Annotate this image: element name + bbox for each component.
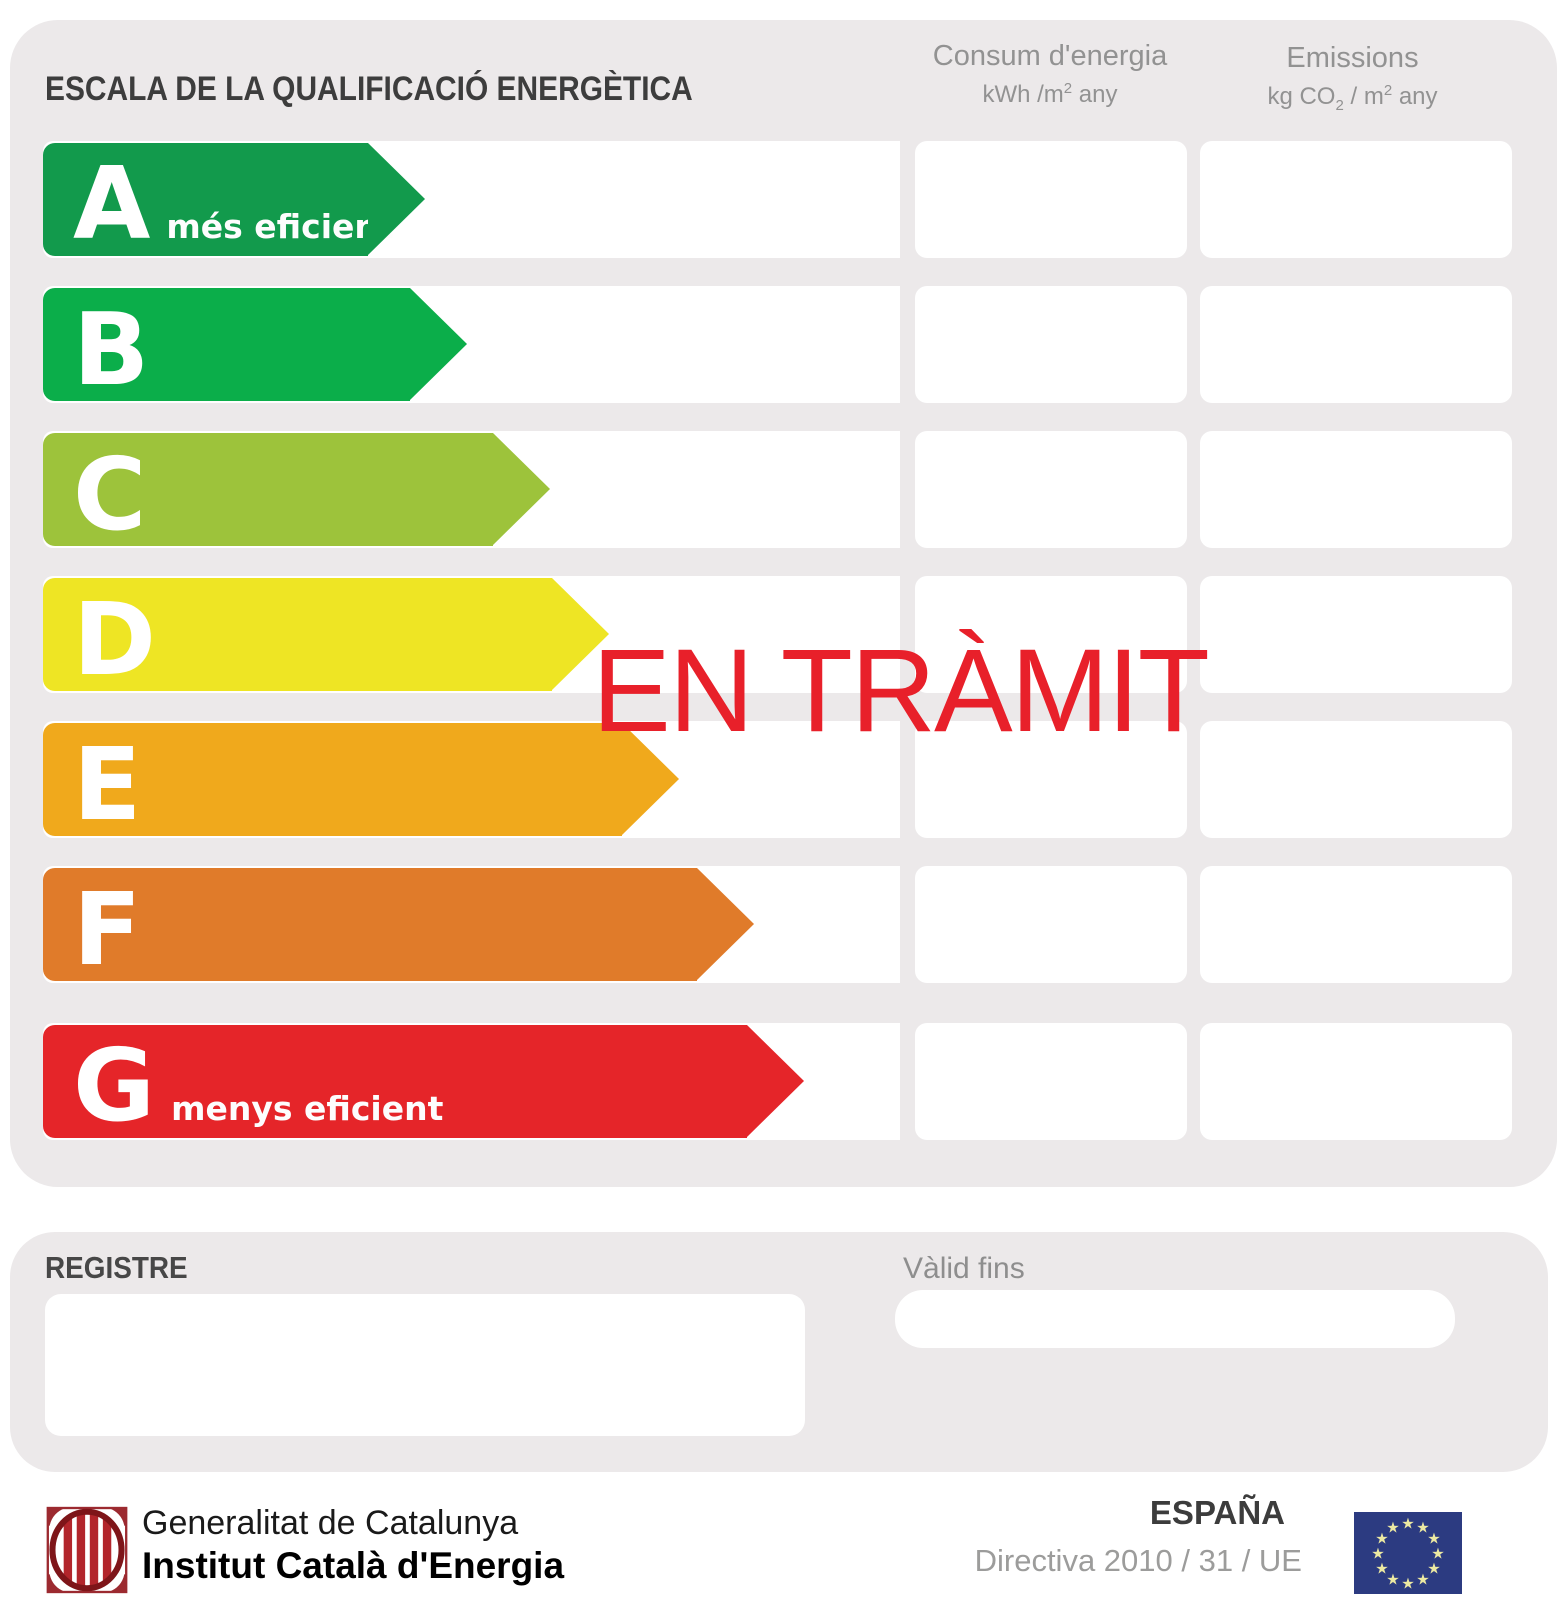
energy-scale-card: ESCALA DE LA QUALIFICACIÓ ENERGÈTICA Con… [10, 20, 1557, 1187]
en-tramit-watermark: EN TRÀMIT [592, 625, 1210, 757]
valid-fins-value-box [895, 1290, 1455, 1348]
consum-value-cell-c [915, 431, 1187, 548]
scale-title: ESCALA DE LA QUALIFICACIÓ ENERGÈTICA [45, 70, 693, 108]
consum-value-cell-b [915, 286, 1187, 403]
rating-letter: F [73, 871, 142, 988]
consum-title: Consum d'energia [932, 40, 1168, 72]
country-label: ESPAÑA [1149, 1494, 1285, 1531]
eu-star-icon: ★ [1416, 1571, 1430, 1589]
consum-unit: kWh /m2 any [982, 80, 1118, 108]
rating-arrow-b: B [43, 288, 467, 408]
organization-text: Generalitat de Catalunya Institut Català… [142, 1506, 564, 1584]
eu-star-icon: ★ [1427, 1530, 1441, 1548]
emissions-value-cell-f [1200, 866, 1512, 983]
emissions-title: Emissions [1286, 42, 1419, 74]
arrow-track: C [43, 431, 900, 548]
rating-letter: C [73, 436, 147, 553]
arrow-track: F [43, 866, 900, 983]
rating-letter: D [73, 581, 157, 698]
eu-flag-icon: ★ ★ ★ ★ ★ ★ ★ ★ ★ ★ ★ ★ [1354, 1512, 1462, 1594]
eu-star-icon: ★ [1416, 1519, 1430, 1537]
eu-star-icon: ★ [1371, 1545, 1385, 1563]
rating-letter: A [73, 145, 151, 262]
generalitat-shield-icon [46, 1506, 128, 1594]
rating-arrow-f: F [43, 868, 754, 988]
arrow-track: B [43, 286, 900, 403]
eu-star-icon: ★ [1386, 1519, 1400, 1537]
consum-value-cell-a [915, 141, 1187, 258]
rating-letter: G [73, 1027, 156, 1144]
rating-row-f: F [10, 866, 1557, 983]
emissions-unit: kg CO2 / m2 any [1267, 82, 1438, 114]
emissions-value-cell-a [1200, 141, 1512, 258]
org-line2: Institut Català d'Energia [142, 1545, 565, 1586]
eu-star-icon: ★ [1401, 1575, 1415, 1593]
rating-arrow-c: C [43, 433, 550, 553]
rating-letter: B [73, 291, 150, 408]
eu-star-icon: ★ [1427, 1560, 1441, 1578]
rating-row-d: D [10, 576, 1557, 693]
registre-card: REGISTRE Vàlid fins [10, 1232, 1548, 1472]
registre-value-box [45, 1294, 805, 1436]
rating-row-b: B [10, 286, 1557, 403]
valid-fins-label: Vàlid fins [903, 1252, 1025, 1285]
eu-star-icon: ★ [1375, 1560, 1389, 1578]
consum-value-cell-f [915, 866, 1187, 983]
eu-star-icon: ★ [1386, 1571, 1400, 1589]
arrow-track: E [43, 721, 900, 838]
emissions-column-header: Emissions kg CO2 / m2 any [1195, 44, 1510, 113]
consum-value-cell-d [915, 576, 1187, 693]
eu-star-icon: ★ [1431, 1545, 1445, 1563]
consum-column-header: Consum d'energia kWh /m2 any [905, 42, 1195, 107]
directive-label: Directiva 2010 / 31 / UE [974, 1543, 1302, 1578]
eu-star-icon: ★ [1375, 1530, 1389, 1548]
rating-row-c: C [10, 431, 1557, 548]
arrow-track: D [43, 576, 900, 693]
emissions-value-cell-b [1200, 286, 1512, 403]
consum-value-cell-g [915, 1023, 1187, 1140]
eu-star-icon: ★ [1401, 1515, 1415, 1533]
org-line1: Generalitat de Catalunya [142, 1504, 519, 1542]
efficiency-label: més eficient [166, 207, 394, 246]
emissions-value-cell-g [1200, 1023, 1512, 1140]
rating-arrow-e: E [43, 723, 679, 843]
emissions-value-cell-e [1200, 721, 1512, 838]
rating-letter: E [73, 726, 142, 843]
consum-value-cell-e [915, 721, 1187, 838]
rating-row-e: E [10, 721, 1557, 838]
rating-arrow-d: D [43, 578, 609, 698]
emissions-value-cell-d [1200, 576, 1512, 693]
registre-label: REGISTRE [45, 1250, 188, 1285]
efficiency-label: menys eficient [171, 1089, 444, 1128]
emissions-value-cell-c [1200, 431, 1512, 548]
